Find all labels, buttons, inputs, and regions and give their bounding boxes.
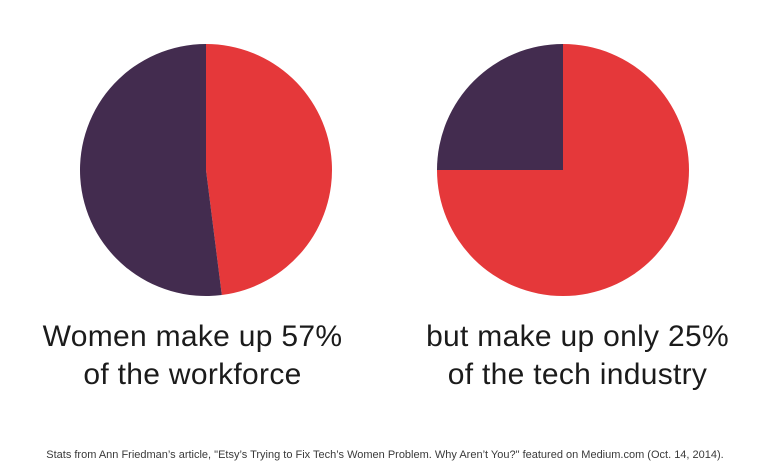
tech-industry-pie <box>437 44 689 296</box>
tech-industry-caption-line1: but make up only 25% <box>426 320 729 353</box>
source-footnote: Stats from Ann Friedman’s article, "Etsy… <box>46 449 724 461</box>
workforce-men-slice <box>80 44 222 296</box>
workforce-women-slice <box>206 44 333 296</box>
tech-industry-caption-line2: of the tech industry <box>447 358 708 391</box>
tech-men-slice <box>437 44 563 170</box>
workforce-caption-line2: of the workforce <box>83 358 302 391</box>
workforce-pie <box>80 44 333 296</box>
workforce-caption-line1: Women make up 57% <box>42 320 343 353</box>
tech-industry-pie-chart: but make up only 25% of the tech industr… <box>385 0 770 473</box>
workforce-pie-chart: Women make up 57% of the workforce <box>42 44 343 391</box>
